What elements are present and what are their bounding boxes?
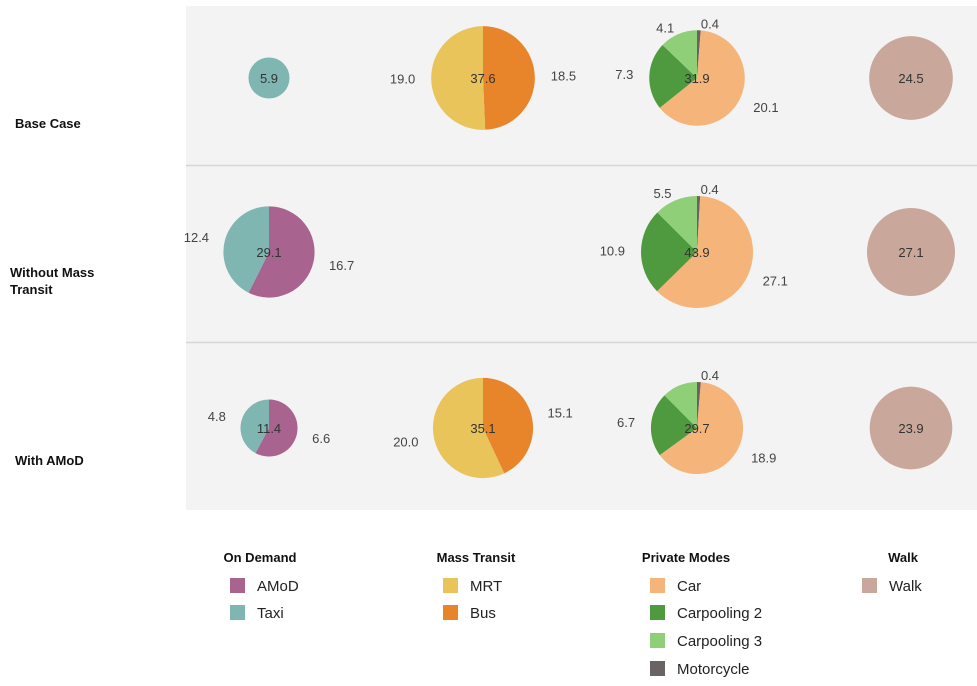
- pie-r0-c0: 5.9: [248, 57, 290, 99]
- row-label-0-0: Base Case: [15, 116, 81, 131]
- pie-slice-motorcycle: [697, 381, 701, 428]
- legend-group-mass-transit: Mass Transit MRT Bus: [437, 550, 516, 622]
- pie-slice-mrt: [431, 26, 486, 130]
- pie-slice-motorcycle: [697, 196, 701, 252]
- legend-group-walk: Walk Walk: [862, 550, 922, 595]
- pie-total-label: 43.9: [684, 245, 709, 260]
- pie-r2-c3: 23.9: [869, 386, 953, 470]
- pie-total-label: 37.6: [470, 71, 495, 86]
- slice-label-carpooling-2: 6.7: [617, 415, 635, 430]
- legend-label-taxi: Taxi: [257, 605, 284, 622]
- pie-total-label: 29.1: [256, 245, 281, 260]
- slice-label-taxi: 4.8: [208, 409, 226, 424]
- row-label-2-0: With AMoD: [15, 453, 84, 468]
- legend-label-walk: Walk: [889, 578, 922, 595]
- slice-label-amod: 6.6: [312, 431, 330, 446]
- pie-slice-walk: [867, 208, 955, 296]
- pie-slice-car: [657, 196, 754, 309]
- pie-slice-taxi: [223, 206, 269, 293]
- legend-title: Mass Transit: [437, 550, 516, 565]
- legend-title: On Demand: [224, 550, 297, 565]
- pie-r2-c1: 15.1 20.0 35.1: [393, 377, 573, 479]
- legend-label-car: Car: [677, 578, 701, 595]
- pie-slice-car: [659, 30, 745, 126]
- legend-swatch-motorcycle: [650, 661, 665, 676]
- slice-label-amod: 16.7: [329, 258, 354, 273]
- legend-label-amod: AMoD: [257, 578, 299, 595]
- slice-label-motorcycle: 0.4: [701, 16, 719, 31]
- pie-r1-c0: 16.7 12.4 29.1: [184, 206, 354, 298]
- legend-label-carpooling-2: Carpooling 2: [677, 605, 762, 622]
- slice-label-carpooling-2: 10.9: [600, 244, 625, 259]
- pie-total-label: 31.9: [684, 71, 709, 86]
- pie-slice-carpooling-2: [649, 45, 697, 108]
- row-label-1-1: Transit: [10, 282, 53, 297]
- slice-label-bus: 18.5: [551, 69, 576, 84]
- slice-label-carpooling-3: 4.1: [656, 20, 674, 35]
- pie-r0-c2: 0.4 20.1 7.3 4.1 31.9: [615, 16, 779, 126]
- legend-swatch-bus: [443, 605, 458, 620]
- legend-swatch-taxi: [230, 605, 245, 620]
- legend-group-on-demand: On Demand AMoD Taxi: [224, 550, 299, 622]
- pie-slice-bus: [483, 377, 534, 474]
- pie-total-label: 5.9: [260, 71, 278, 86]
- legend-swatch-car: [650, 578, 665, 593]
- pie-total-label: 11.4: [257, 421, 281, 436]
- legend-title: Walk: [888, 550, 919, 565]
- pie-slice-amod: [255, 399, 298, 457]
- slice-label-car: 20.1: [753, 100, 778, 115]
- pie-slice-carpooling-3: [657, 196, 697, 252]
- pie-total-label: 24.5: [898, 71, 923, 86]
- pie-slice-taxi: [248, 57, 290, 99]
- slice-label-carpooling-2: 7.3: [615, 67, 633, 82]
- slice-label-car: 27.1: [763, 274, 788, 289]
- pie-slice-carpooling-3: [662, 30, 697, 78]
- pie-slice-bus: [483, 26, 535, 130]
- slice-label-carpooling-3: 5.5: [653, 186, 671, 201]
- slice-label-mrt: 20.0: [393, 434, 418, 449]
- legend-group-private-modes: Private Modes Car Carpooling 2 Carpooling 3…: [642, 550, 762, 678]
- row-label-1-0: Without Mass: [10, 265, 94, 280]
- pie-r2-c2: 0.4 18.9 6.7 29.7: [617, 368, 776, 475]
- legend-label-carpooling-3: Carpooling 3: [677, 633, 762, 650]
- pie-r1-c3: 27.1: [867, 208, 955, 296]
- pie-slice-carpooling-2: [641, 212, 697, 292]
- legend-swatch-walk: [862, 578, 877, 593]
- slice-label-motorcycle: 0.4: [701, 182, 719, 197]
- slice-label-taxi: 12.4: [184, 230, 209, 245]
- row-panel-1: [186, 166, 977, 342]
- row-panel-0: [186, 6, 977, 165]
- pie-r0-c1: 18.5 19.0 37.6: [390, 26, 576, 130]
- legend-swatch-mrt: [443, 578, 458, 593]
- legend-label-bus: Bus: [470, 605, 496, 622]
- legend-swatch-amod: [230, 578, 245, 593]
- legend-swatch-carpooling-3: [650, 633, 665, 648]
- pie-slice-mrt: [432, 377, 505, 479]
- pie-slice-walk: [869, 36, 953, 120]
- pie-r0-c3: 24.5: [869, 36, 953, 120]
- slice-label-car: 18.9: [751, 450, 776, 465]
- slice-label-motorcycle: 0.4: [701, 368, 719, 383]
- pie-r2-c0: 6.6 4.8 11.4: [208, 399, 330, 457]
- pie-slice-carpooling-2: [650, 395, 697, 456]
- pie-slice-walk: [869, 386, 953, 470]
- pie-r1-c2: 0.4 27.1 10.9 5.5 43.9: [600, 182, 788, 309]
- legend-swatch-carpooling-2: [650, 605, 665, 620]
- pie-slice-taxi: [240, 399, 269, 454]
- pie-slice-carpooling-3: [664, 381, 697, 428]
- slice-label-mrt: 19.0: [390, 71, 415, 86]
- legend-title: Private Modes: [642, 550, 730, 565]
- pie-total-label: 27.1: [898, 245, 923, 260]
- legend-label-mrt: MRT: [470, 578, 502, 595]
- pie-total-label: 35.1: [470, 421, 495, 436]
- row-panel-2: [186, 343, 977, 510]
- pie-total-label: 29.7: [684, 421, 709, 436]
- pie-slice-amod: [248, 206, 315, 298]
- legend-label-motorcycle: Motorcycle: [677, 661, 750, 678]
- pie-slice-car: [659, 382, 744, 475]
- slice-label-bus: 15.1: [547, 406, 572, 421]
- pie-total-label: 23.9: [898, 421, 923, 436]
- pie-slice-motorcycle: [697, 30, 701, 78]
